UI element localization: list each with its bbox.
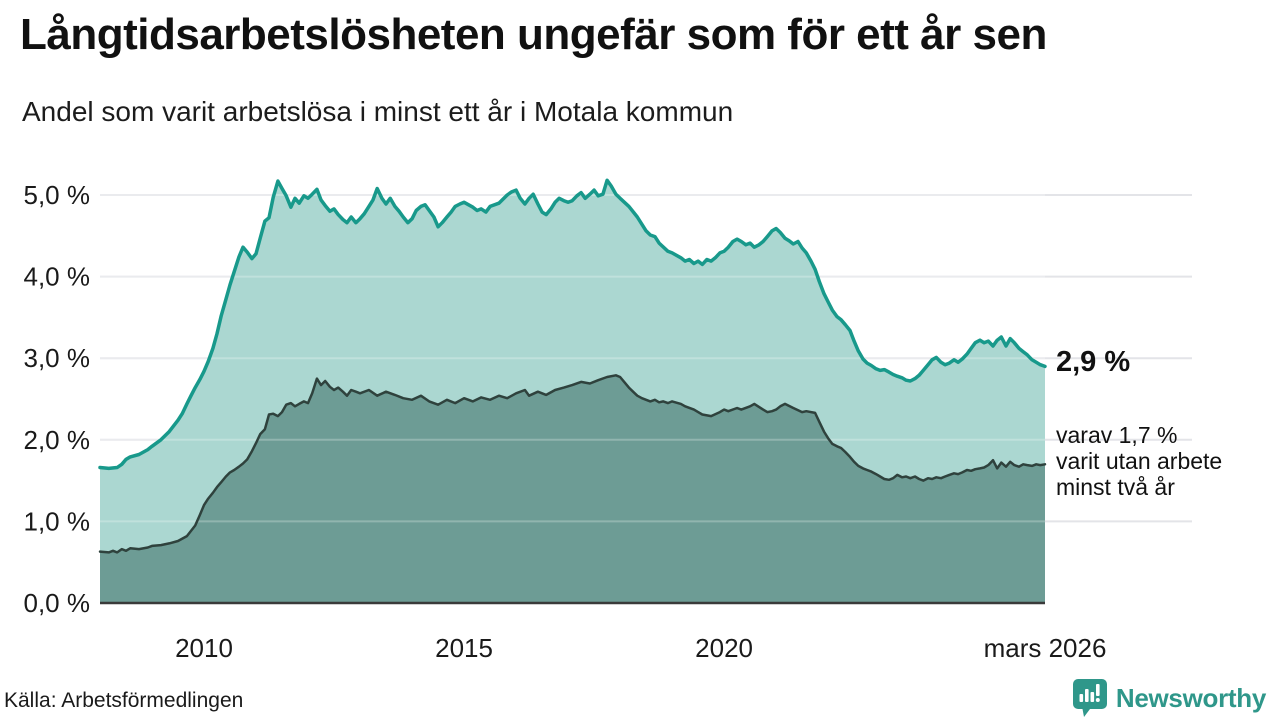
y-tick-label: 1,0 %: [24, 506, 91, 536]
end-value-label: 2,9 %: [1056, 346, 1131, 378]
newsworthy-icon: [1072, 679, 1107, 717]
y-tick-label: 5,0 %: [24, 180, 91, 210]
series-area-1: [100, 375, 1045, 603]
series-line-1: [98, 374, 1047, 554]
y-tick-label: 0,0 %: [24, 588, 91, 618]
x-tick-label: mars 2026: [984, 633, 1107, 663]
x-tick-label: 2015: [435, 633, 493, 663]
newsworthy-wordmark: Newsworthy: [1115, 682, 1266, 713]
chart-subtitle: Andel som varit arbetslösa i minst ett å…: [22, 96, 734, 127]
y-tick-label: 3,0 %: [24, 343, 91, 373]
y-tick-label: 4,0 %: [24, 262, 91, 292]
sub-annotation-line-3: minst två år: [1056, 474, 1175, 500]
series-line-0: [98, 178, 1047, 471]
newsworthy-logo: Newsworthy: [1072, 678, 1266, 718]
page-title: Långtidsarbetslösheten ungefär som för e…: [20, 10, 1047, 59]
sub-annotation-line-2: varit utan arbete: [1056, 448, 1223, 474]
source-note: Källa: Arbetsförmedlingen: [4, 689, 244, 712]
x-tick-label: 2020: [695, 633, 753, 663]
sub-annotation: varav 1,7 % varit utan arbete minst två …: [1056, 422, 1222, 500]
y-tick-label: 2,0 %: [24, 425, 91, 455]
x-tick-label: 2010: [175, 633, 233, 663]
sub-annotation-line-1: varav 1,7 %: [1056, 422, 1178, 448]
